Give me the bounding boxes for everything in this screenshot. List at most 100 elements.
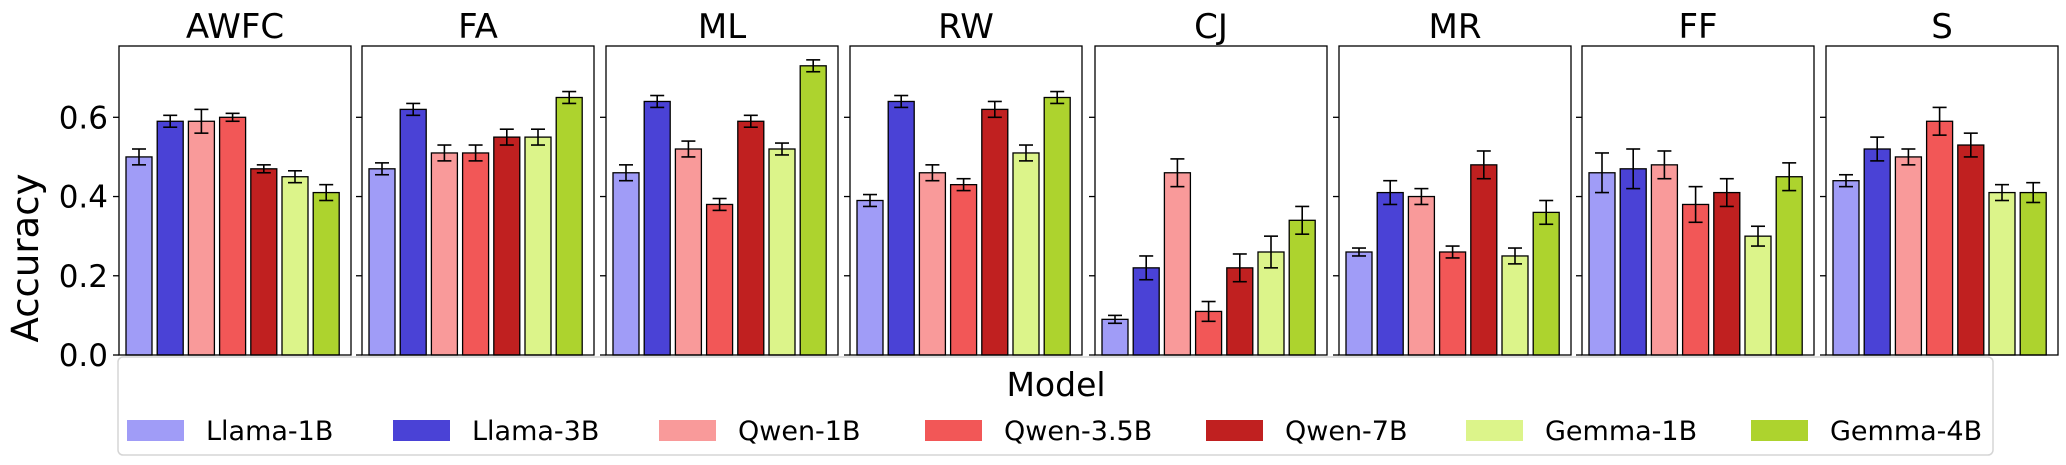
bar-fa-llama-1b: [368, 168, 396, 356]
error-bar-ff-qwen-3.5b: [1688, 185, 1703, 224]
bar-fa-gemma-4b: [555, 96, 583, 356]
error-bar-mr-qwen-7b: [1476, 150, 1491, 180]
bar-mr-gemma-1b: [1501, 255, 1529, 356]
error-bar-s-gemma-1b: [1995, 183, 2009, 202]
panel-awfc: AWFC 0.0 0.2 0.4 0.6: [59, 7, 352, 374]
panel-title: FA: [458, 7, 498, 47]
panel-frame: [1581, 45, 1815, 356]
bar-cj-qwen-1b: [1163, 172, 1192, 356]
error-bar-cj-llama-3b: [1139, 255, 1154, 281]
error-bar-ff-gemma-4b: [1782, 162, 1797, 192]
legend-label: Qwen-1B: [738, 416, 861, 447]
bar-awfc-gemma-1b: [281, 176, 309, 356]
panel-rw: RW: [844, 7, 1083, 356]
bar-s-qwen-7b: [1957, 144, 1985, 356]
error-bar-s-gemma-4b: [2026, 181, 2041, 204]
error-bar-rw-qwen-1b: [925, 164, 940, 182]
legend-item-qwen-3.5b: Qwen-3.5B: [925, 416, 1152, 447]
bar-rw-gemma-1b: [1012, 152, 1040, 356]
y-tick-label: 0.6: [59, 100, 108, 136]
error-bar-rw-qwen-7b: [987, 100, 1002, 119]
error-bar-fa-qwen-1b: [437, 144, 452, 162]
bar-awfc-qwen-1b: [187, 120, 216, 356]
panel-title: CJ: [1194, 7, 1228, 47]
error-bar-fa-gemma-4b: [562, 90, 577, 105]
bar-fa-qwen-1b: [430, 152, 459, 356]
panel-frame: [605, 45, 839, 356]
legend-label: Llama-1B: [206, 416, 333, 447]
panel-frame: [118, 45, 352, 356]
legend-frame: [117, 356, 1994, 456]
error-bar-rw-llama-1b: [863, 193, 877, 208]
legend-swatch: [1206, 420, 1263, 441]
bar-cj-gemma-4b: [1288, 219, 1316, 356]
bar-rw-qwen-3.5b: [949, 184, 978, 356]
bar-awfc-qwen-7b: [250, 168, 278, 356]
error-bar-cj-qwen-3.5b: [1201, 300, 1216, 323]
error-bar-ff-llama-1b: [1595, 152, 1609, 194]
error-bar-mr-gemma-4b: [1539, 199, 1554, 226]
bar-ff-qwen-3.5b: [1681, 203, 1710, 356]
error-bar-ff-llama-3b: [1626, 148, 1641, 190]
error-bar-ml-qwen-3.5b: [712, 197, 727, 212]
error-bar-cj-gemma-1b: [1264, 235, 1278, 269]
bar-rw-qwen-7b: [981, 108, 1009, 356]
legend-item-gemma-4b: Gemma-4B: [1751, 416, 1982, 447]
error-bar-awfc-qwen-7b: [256, 164, 271, 174]
legend-label: Gemma-1B: [1545, 416, 1697, 447]
legend-title: Model: [1006, 365, 1105, 404]
bar-fa-qwen-7b: [493, 136, 521, 356]
bar-ff-llama-1b: [1588, 172, 1616, 356]
error-bar-mr-llama-1b: [1352, 247, 1366, 257]
panel-ff: FF: [1576, 7, 1815, 356]
legend-item-llama-3b: Llama-3B: [393, 416, 599, 447]
bar-mr-llama-3b: [1376, 191, 1404, 356]
error-bar-rw-llama-3b: [894, 94, 909, 109]
bar-awfc-qwen-3.5b: [218, 116, 247, 356]
bar-s-qwen-3.5b: [1925, 120, 1954, 356]
panel-title: AWFC: [186, 7, 284, 47]
panel-frame: [361, 45, 595, 356]
panel-frame: [1338, 45, 1572, 356]
bar-ml-gemma-1b: [768, 148, 796, 356]
error-bar-awfc-llama-3b: [163, 114, 178, 129]
error-bar-awfc-qwen-3.5b: [225, 112, 240, 123]
bar-rw-qwen-1b: [918, 172, 947, 356]
y-axis-label: Accuracy: [4, 174, 47, 343]
error-bar-ml-qwen-1b: [681, 140, 696, 158]
legend-swatch: [127, 420, 184, 441]
error-bar-ml-gemma-4b: [806, 59, 821, 73]
bar-rw-llama-3b: [887, 100, 915, 356]
panel-s: S: [1820, 7, 2059, 356]
error-bar-awfc-qwen-1b: [194, 108, 209, 134]
error-bar-cj-llama-1b: [1108, 314, 1122, 325]
error-bar-ff-qwen-1b: [1657, 150, 1672, 180]
error-bar-awfc-gemma-1b: [288, 169, 302, 184]
panel-fa: FA: [356, 7, 595, 356]
legend-swatch: [393, 420, 450, 441]
bar-s-qwen-1b: [1894, 156, 1923, 356]
error-bar-s-llama-1b: [1839, 173, 1853, 188]
legend-item-qwen-1b: Qwen-1B: [659, 416, 861, 447]
bar-ml-qwen-7b: [737, 120, 765, 356]
error-bar-s-qwen-1b: [1901, 148, 1916, 166]
bar-ff-gemma-4b: [1775, 176, 1803, 356]
bar-ml-llama-3b: [643, 100, 671, 356]
error-bar-mr-gemma-1b: [1508, 247, 1522, 265]
panel-title: S: [1931, 7, 1953, 47]
bar-fa-qwen-3.5b: [461, 152, 490, 356]
error-bar-s-qwen-7b: [1963, 132, 1978, 158]
bar-awfc-llama-1b: [125, 156, 153, 356]
legend-swatch: [925, 420, 982, 441]
legend-label: Qwen-3.5B: [1004, 416, 1152, 447]
error-bar-fa-llama-1b: [375, 162, 389, 176]
panels: AWFC 0.0 0.2 0.4 0.6 FA ML RW CJ MR FF S: [59, 7, 2059, 374]
y-tick-label: 0.0: [59, 338, 108, 374]
bar-cj-llama-1b: [1101, 318, 1129, 356]
panel-mr: MR: [1333, 7, 1572, 356]
bar-awfc-gemma-4b: [312, 191, 340, 356]
error-bar-ml-gemma-1b: [775, 142, 789, 156]
bar-awfc-llama-3b: [156, 120, 184, 356]
legend-entries: Llama-1B Llama-3B Qwen-1B Qwen-3.5B Qwen-7B G…: [127, 416, 1982, 447]
